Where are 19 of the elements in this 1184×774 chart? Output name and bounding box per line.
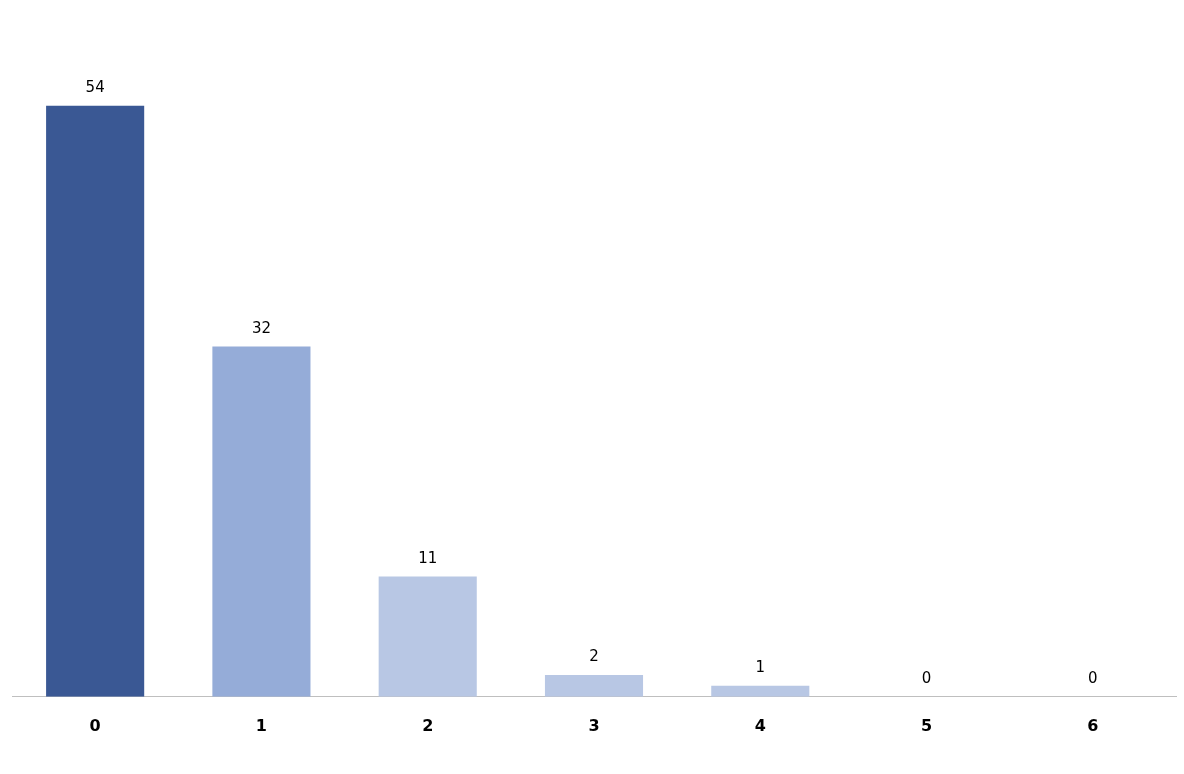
bar xyxy=(378,576,477,697)
data-label: 2 xyxy=(589,647,599,666)
x-tick-label: 5 xyxy=(921,715,933,735)
x-tick-label: 4 xyxy=(754,715,766,735)
bar xyxy=(711,685,810,697)
bar xyxy=(46,105,145,697)
bar xyxy=(544,674,644,697)
x-tick-label: 6 xyxy=(1087,715,1099,735)
x-tick-label: 1 xyxy=(255,715,267,735)
x-tick-label: 3 xyxy=(588,715,600,735)
data-label: 54 xyxy=(85,78,105,97)
data-label: 11 xyxy=(418,548,438,567)
x-tick-label: 0 xyxy=(89,715,101,735)
x-tick-label: 2 xyxy=(422,715,434,735)
data-label: 0 xyxy=(1088,669,1098,688)
data-label: 1 xyxy=(755,658,766,677)
data-label: 32 xyxy=(251,318,271,337)
bar xyxy=(212,346,311,697)
data-label: 0 xyxy=(921,669,932,688)
